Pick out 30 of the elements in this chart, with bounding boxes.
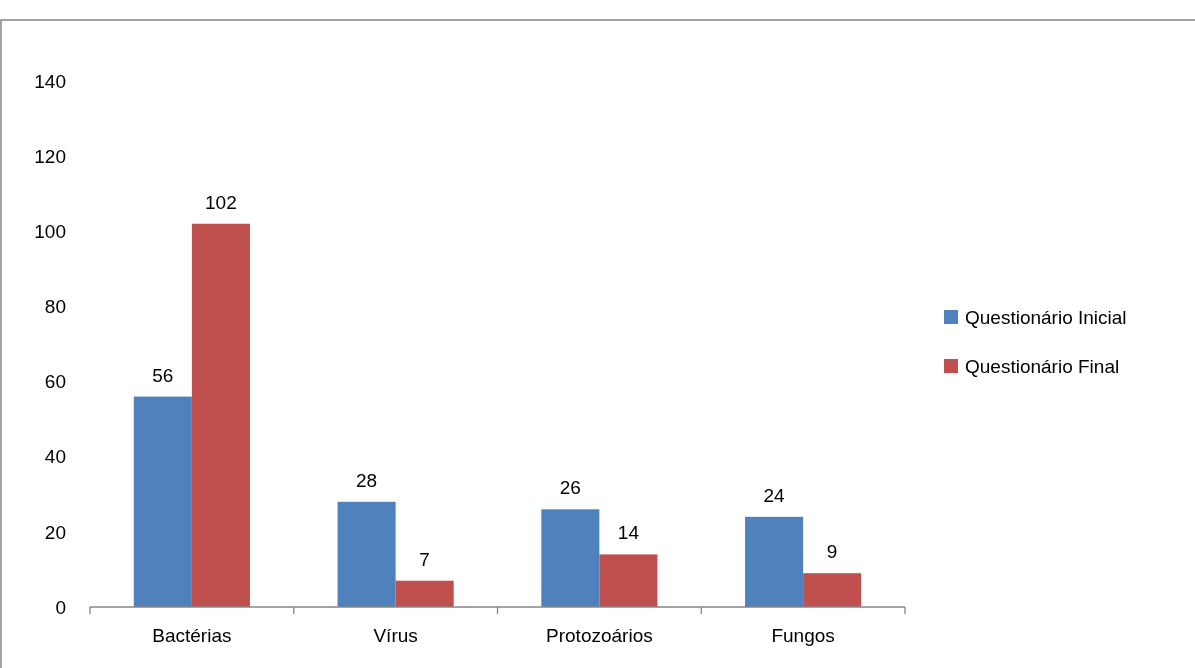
legend-label: Questionário Final [965, 355, 1120, 377]
bar [337, 501, 396, 607]
data-label: 24 [763, 484, 786, 506]
y-tick-label: 140 [34, 70, 66, 92]
bar [133, 396, 192, 607]
bar [803, 573, 862, 607]
y-tick-label: 60 [44, 371, 66, 393]
y-tick-label: 80 [44, 296, 66, 318]
data-label: 26 [559, 477, 581, 499]
bar [191, 223, 250, 607]
y-tick-label: 0 [55, 596, 66, 618]
x-tick-label: Bactérias [152, 625, 232, 646]
x-tick-label: Vírus [373, 625, 418, 646]
data-label: 7 [419, 548, 430, 570]
data-label: 14 [617, 522, 640, 544]
data-label: 56 [152, 364, 174, 386]
bar [745, 516, 804, 607]
x-tick-label: Fungos [771, 625, 835, 646]
bar [395, 580, 454, 607]
bar [599, 554, 658, 607]
data-label: 102 [205, 191, 237, 213]
y-tick-label: 120 [34, 145, 66, 167]
data-label: 9 [826, 541, 838, 563]
y-tick-label: 100 [34, 220, 66, 242]
x-tick-label: Protozoários [546, 625, 653, 646]
y-tick-label: 40 [44, 446, 66, 468]
y-tick-label: 20 [44, 521, 66, 543]
bar [541, 509, 600, 607]
legend-label: Questionário Inicial [965, 306, 1127, 328]
data-label: 28 [356, 469, 378, 491]
